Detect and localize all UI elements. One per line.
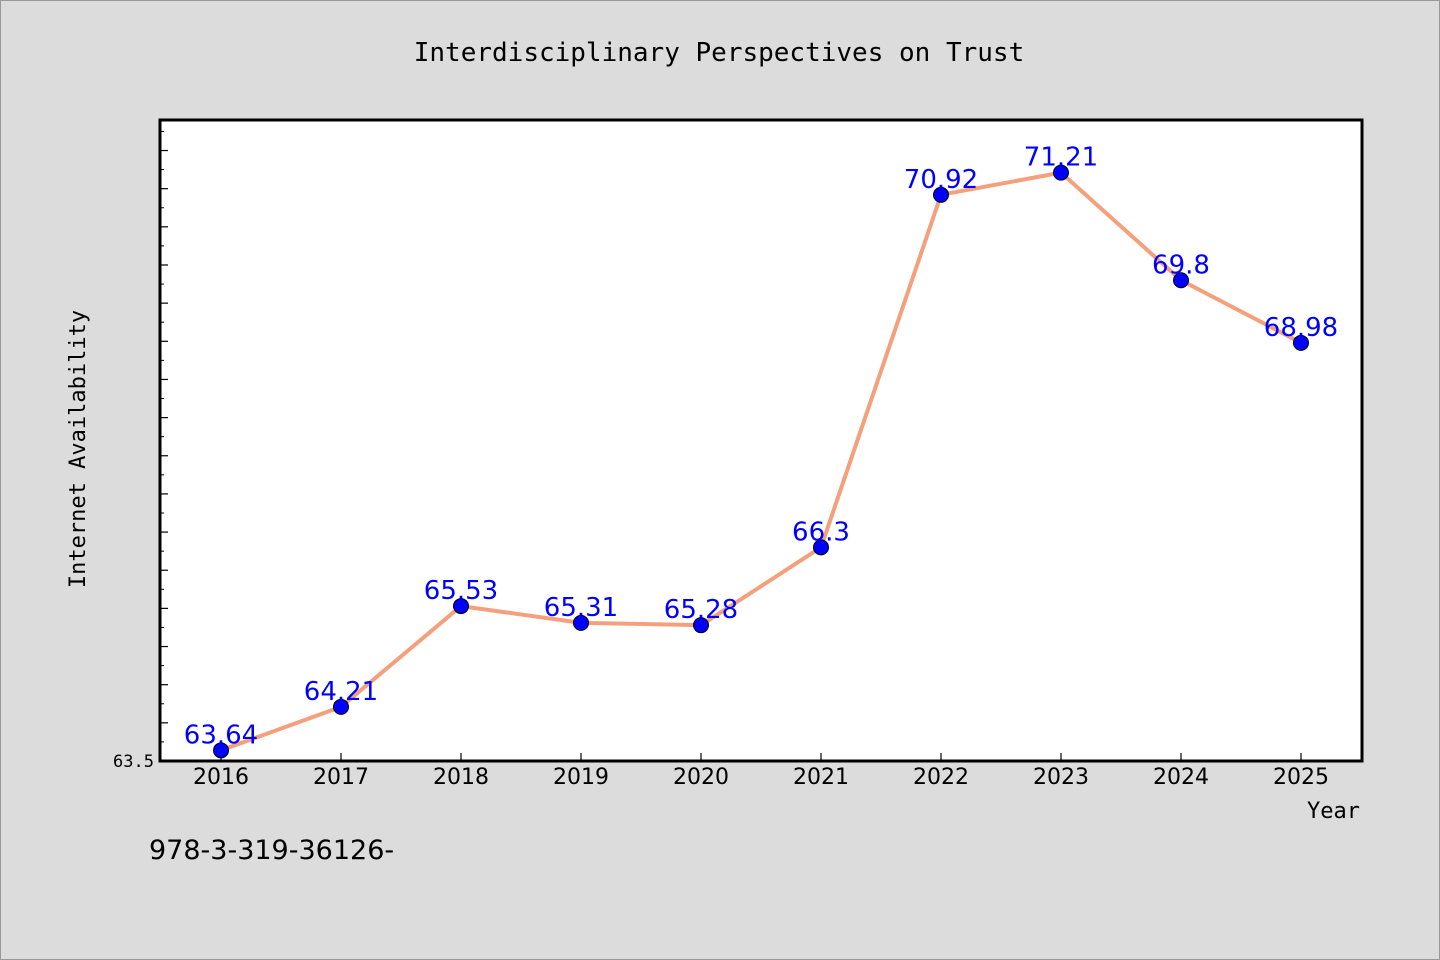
data-point [573, 614, 589, 631]
data-label: 70.92 [904, 165, 978, 195]
footer-code: 978-3-319-36126- [149, 835, 395, 866]
x-tick-label: 2021 [793, 765, 849, 790]
x-axis-label: Year [1307, 799, 1360, 824]
x-tick-label: 2024 [1153, 765, 1209, 790]
data-label: 65.53 [424, 576, 498, 606]
x-tick-label: 2022 [913, 765, 969, 790]
y-axis-ticks: 63.5 [113, 130, 168, 772]
chart-title: Interdisciplinary Perspectives on Trust [414, 38, 1024, 68]
data-label: 65.31 [544, 593, 618, 623]
data-point [933, 186, 949, 203]
x-tick-label: 2020 [673, 765, 729, 790]
data-label: 71.21 [1024, 143, 1098, 173]
data-point [213, 742, 229, 759]
data-point [1173, 272, 1189, 289]
data-point [813, 539, 829, 556]
x-tick-label: 2023 [1033, 765, 1089, 790]
x-tick-label: 2019 [553, 765, 609, 790]
y-tick-label: 63.5 [113, 752, 154, 772]
plot-area [158, 118, 1364, 763]
data-point [333, 698, 349, 715]
data-label: 69.8 [1152, 250, 1210, 280]
series-lines [219, 170, 1303, 753]
series-points [213, 164, 1309, 759]
x-tick-label: 2016 [193, 765, 249, 790]
x-tick-label: 2017 [313, 765, 369, 790]
data-point [693, 617, 709, 634]
data-label: 68.98 [1264, 313, 1338, 343]
data-point [453, 598, 469, 615]
data-label: 66.3 [792, 517, 850, 547]
x-tick-label: 2018 [433, 765, 489, 790]
y-axis-label: Internet Availability [66, 310, 91, 588]
data-label: 64.21 [304, 677, 378, 707]
data-label: 63.64 [184, 720, 258, 750]
data-labels: 63.64 64.21 65.53 65.31 65.28 66.3 70.92 71.21 6… [184, 143, 1338, 751]
x-tick-label: 2025 [1273, 765, 1329, 790]
x-axis-ticks: 2016 2017 2018 2019 2020 2021 2022 2023 2024 2025 [193, 753, 1329, 790]
data-label: 65.28 [664, 595, 738, 625]
data-point [1293, 334, 1309, 351]
data-point [1053, 164, 1069, 181]
series-line [219, 170, 1303, 753]
